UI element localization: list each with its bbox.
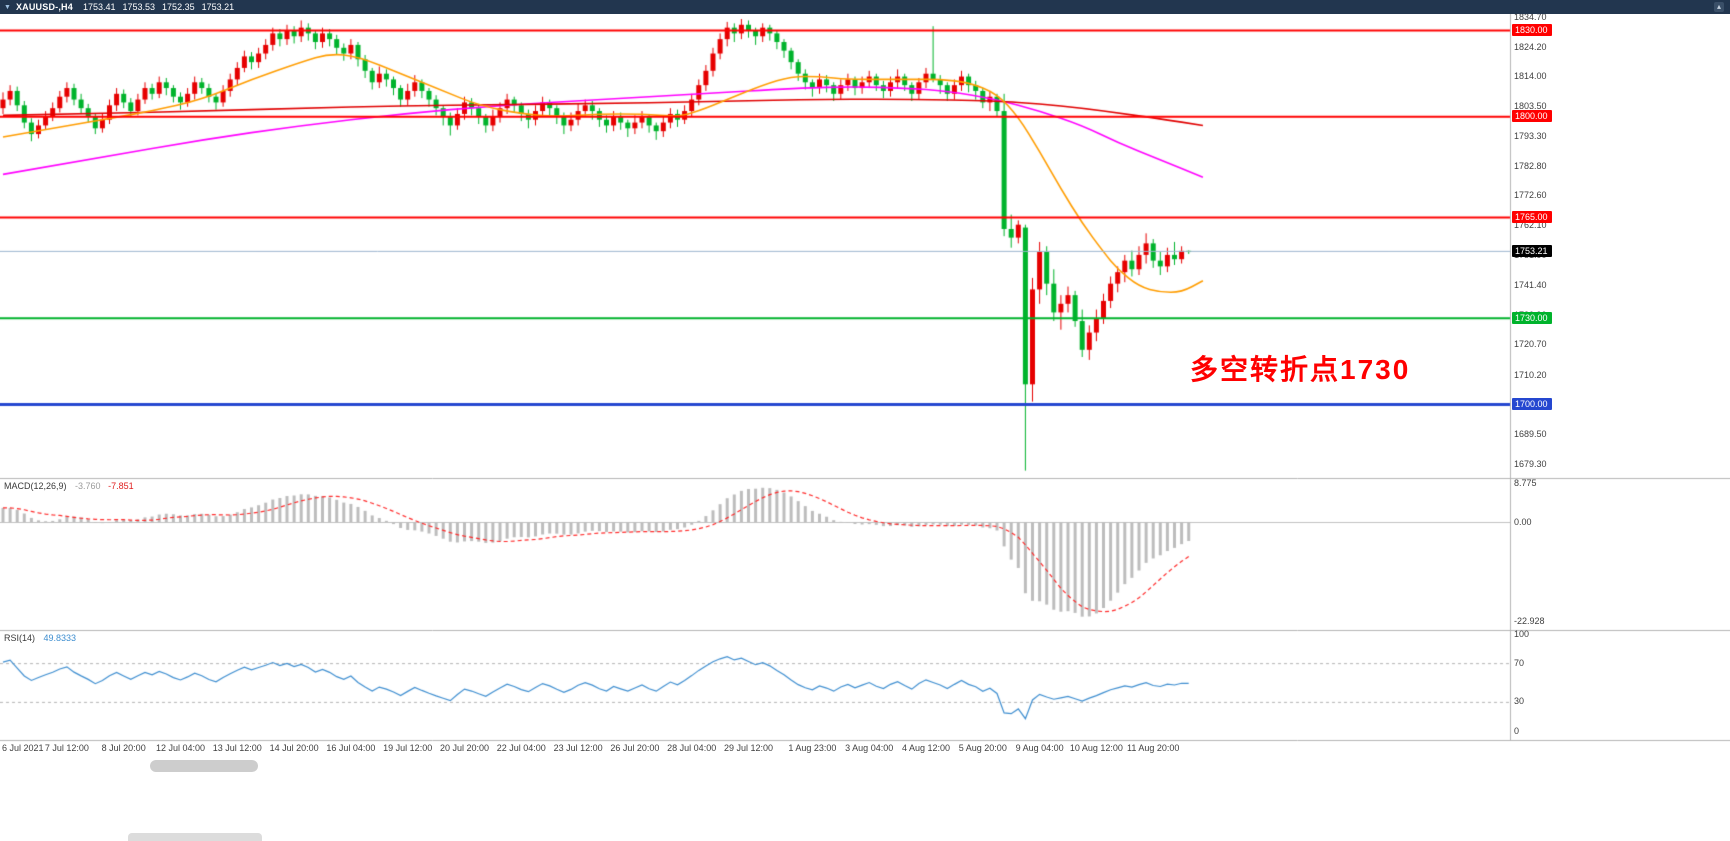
time-label: 22 Jul 04:00 [496, 743, 546, 753]
ohlc-open: 1753.41 [82, 2, 116, 12]
time-label: 5 Aug 20:00 [958, 743, 1007, 753]
time-label: 28 Jul 04:00 [667, 743, 717, 753]
time-label: 16 Jul 04:00 [326, 743, 376, 753]
price-level-badge: 1700.00 [1512, 397, 1552, 410]
time-label: 8 Jul 20:00 [101, 743, 146, 753]
price-tick-label: 1741.40 [1514, 279, 1547, 290]
price-tick-label: 1679.30 [1514, 458, 1547, 469]
current-price-badge: 1753.21 [1512, 244, 1552, 257]
rsi-scale-label: 70 [1514, 657, 1525, 668]
time-label: 11 Aug 20:00 [1126, 743, 1180, 753]
ohlc-high: 1753.53 [122, 2, 156, 12]
price-tick-label: 1720.70 [1514, 339, 1547, 350]
time-axis[interactable]: 6 Jul 2021 7 Jul 12:00 8 Jul 20:00 12 Jul 0… [0, 740, 1510, 757]
macd-signal-value: -7.851 [108, 481, 134, 491]
price-level-badge: 1800.00 [1512, 110, 1552, 123]
price-tick-label: 1803.50 [1514, 101, 1547, 112]
time-label: 6 Jul 2021 [2, 743, 44, 753]
chart-menu-icon[interactable]: ▼ [4, 3, 11, 11]
price-tick-label: 1793.30 [1514, 130, 1547, 141]
time-label: 23 Jul 12:00 [553, 743, 603, 753]
time-label: 29 Jul 12:00 [723, 743, 774, 753]
macd-title: MACD(12,26,9) [4, 481, 67, 491]
time-label: 10 Aug 12:00 [1069, 743, 1123, 753]
time-label: 4 Aug 12:00 [901, 743, 951, 753]
macd-scale-label: 0.00 [1514, 516, 1532, 527]
time-label: 1 Aug 23:00 [788, 743, 837, 753]
h-scrollbar-thumb[interactable] [150, 760, 258, 772]
time-label: 13 Jul 12:00 [212, 743, 262, 753]
annotation-text[interactable]: 多空转折点1730 [1190, 354, 1411, 385]
price-tick-label: 1762.10 [1514, 220, 1547, 231]
time-label: 7 Jul 12:00 [44, 743, 89, 753]
rsi-title: RSI(14) [4, 633, 36, 643]
rsi-scale-label: 30 [1514, 696, 1525, 707]
price-tick-label: 1814.00 [1514, 71, 1547, 82]
price-tick-label: 1689.50 [1514, 429, 1547, 440]
macd-indicator-label: MACD(12,26,9) -3.760 -7.851 [4, 481, 134, 491]
time-label: 19 Jul 12:00 [383, 743, 433, 753]
price-level-badge: 1765.00 [1512, 210, 1552, 223]
ohlc-low: 1752.35 [162, 2, 195, 12]
scrollbar-corner[interactable] [128, 833, 262, 841]
rsi-indicator-label: RSI(14) 49.8333 [4, 633, 76, 643]
time-label: 14 Jul 20:00 [269, 743, 319, 753]
time-label: 12 Jul 04:00 [155, 743, 206, 753]
price-tick-label: 1710.20 [1514, 369, 1547, 380]
price-level-badge: 1730.00 [1512, 311, 1552, 324]
rsi-value: 49.8333 [43, 633, 77, 643]
macd-main-value: -3.760 [75, 481, 101, 491]
rsi-scale-label: 100 [1514, 628, 1530, 639]
ohlc-close: 1753.21 [201, 2, 235, 12]
price-tick-label: 1772.60 [1514, 190, 1547, 201]
scroll-up-icon[interactable]: ▴ [1713, 2, 1724, 12]
time-label: 20 Jul 20:00 [439, 743, 490, 753]
price-tick-label: 1824.20 [1514, 41, 1547, 52]
time-label: 26 Jul 20:00 [610, 743, 660, 753]
time-label: 9 Aug 04:00 [1015, 743, 1064, 753]
price-tick-label: 1834.70 [1514, 11, 1547, 22]
symbol-timeframe-label: XAUUSD-,H4 [15, 2, 73, 12]
macd-scale-label: 8.775 [1514, 478, 1537, 489]
macd-scale-label: -22.928 [1514, 616, 1545, 627]
price-axis[interactable]: 1834.70 1824.20 1814.00 1803.50 1793.30 1782.… [1510, 11, 1730, 740]
rsi-scale-label: 0 [1514, 725, 1520, 736]
price-level-badge: 1830.00 [1512, 24, 1552, 37]
price-tick-label: 1782.80 [1514, 160, 1547, 171]
time-label: 3 Aug 04:00 [845, 743, 894, 753]
window-title-bar: ▼ XAUUSD-,H4 1753.41 1753.53 1752.35 175… [0, 0, 1730, 14]
